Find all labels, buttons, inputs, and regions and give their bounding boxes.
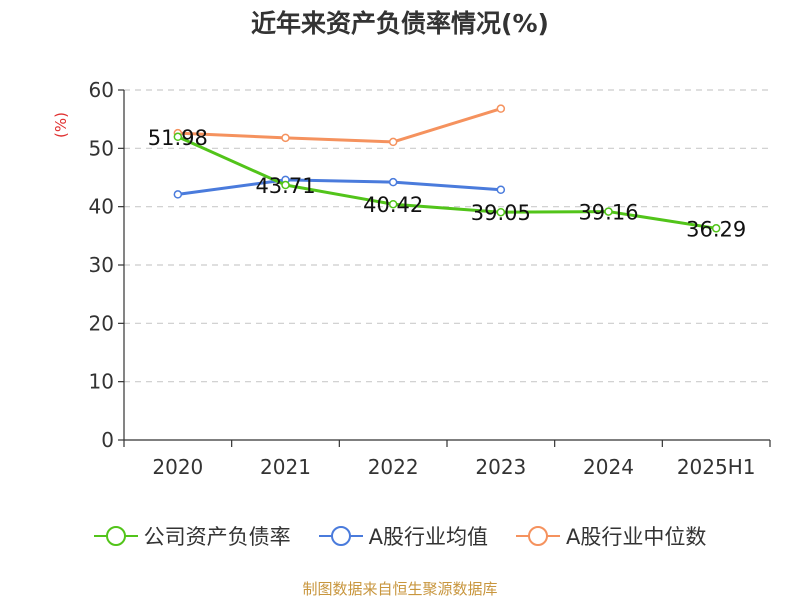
- y-tick-label: 40: [89, 195, 114, 219]
- x-tick-label: 2022: [368, 455, 419, 479]
- x-tick-label: 2021: [260, 455, 311, 479]
- series-line: [177, 178, 501, 196]
- data-point: [281, 180, 290, 190]
- legend-item-industry-median[interactable]: A股行业中位数: [516, 521, 706, 551]
- data-label: 36.29: [686, 217, 746, 241]
- data-point: [173, 190, 183, 199]
- data-label: 43.71: [255, 174, 315, 198]
- data-label: 40.42: [363, 193, 423, 217]
- legend-swatch-blue: [318, 524, 363, 548]
- data-point: [496, 104, 506, 113]
- chart-title: 近年来资产负债率情况(%): [251, 9, 549, 38]
- data-point: [281, 133, 290, 143]
- legend-label: A股行业均值: [368, 525, 488, 549]
- x-tick-label: 2025H1: [677, 455, 756, 479]
- data-point: [388, 137, 398, 147]
- data-point: [388, 199, 398, 209]
- y-tick-label: 30: [89, 253, 114, 277]
- data-label: 51.98: [148, 126, 208, 150]
- legend-label: 公司资产负债率: [143, 525, 291, 549]
- x-tick-label: 2020: [152, 455, 203, 479]
- legend-swatch-green: [93, 524, 138, 548]
- y-tick-label: 50: [89, 136, 114, 160]
- data-label: 39.05: [471, 201, 531, 225]
- legend-swatch-orange: [516, 524, 560, 548]
- y-tick-label: 60: [89, 78, 114, 102]
- axes: 0 10 20 30 40 50 60 2020 2021 2022 2023 2024 2025H1: [89, 78, 771, 479]
- gridlines: [124, 89, 770, 383]
- source-note: 制图数据来自恒生聚源数据库: [302, 580, 498, 598]
- y-tick-label: 0: [101, 428, 114, 452]
- series-line: [177, 135, 717, 230]
- x-tick-label: 2023: [475, 455, 526, 479]
- y-tick-label: 20: [89, 311, 114, 335]
- x-tick-label: 2024: [583, 455, 634, 479]
- data-point: [604, 207, 613, 216]
- legend-label: A股行业中位数: [566, 525, 707, 549]
- series-line: [177, 107, 502, 144]
- legend: 公司资产负债率 A股行业均值 A股行业中位数: [0, 521, 800, 551]
- y-tick-label: 10: [89, 370, 114, 394]
- series: [173, 104, 721, 233]
- data-point: [496, 207, 506, 217]
- y-axis-label: (%): [52, 112, 70, 138]
- data-point: [388, 177, 398, 187]
- data-labels: 51.98 43.71 40.42 39.05 39.16 36.29: [148, 126, 746, 242]
- data-point: [173, 132, 183, 142]
- data-point: [496, 185, 506, 194]
- legend-item-industry-mean[interactable]: A股行业均值: [318, 521, 488, 551]
- data-label: 39.16: [578, 201, 638, 225]
- data-point: [711, 224, 721, 233]
- legend-item-company[interactable]: 公司资产负债率: [93, 521, 291, 551]
